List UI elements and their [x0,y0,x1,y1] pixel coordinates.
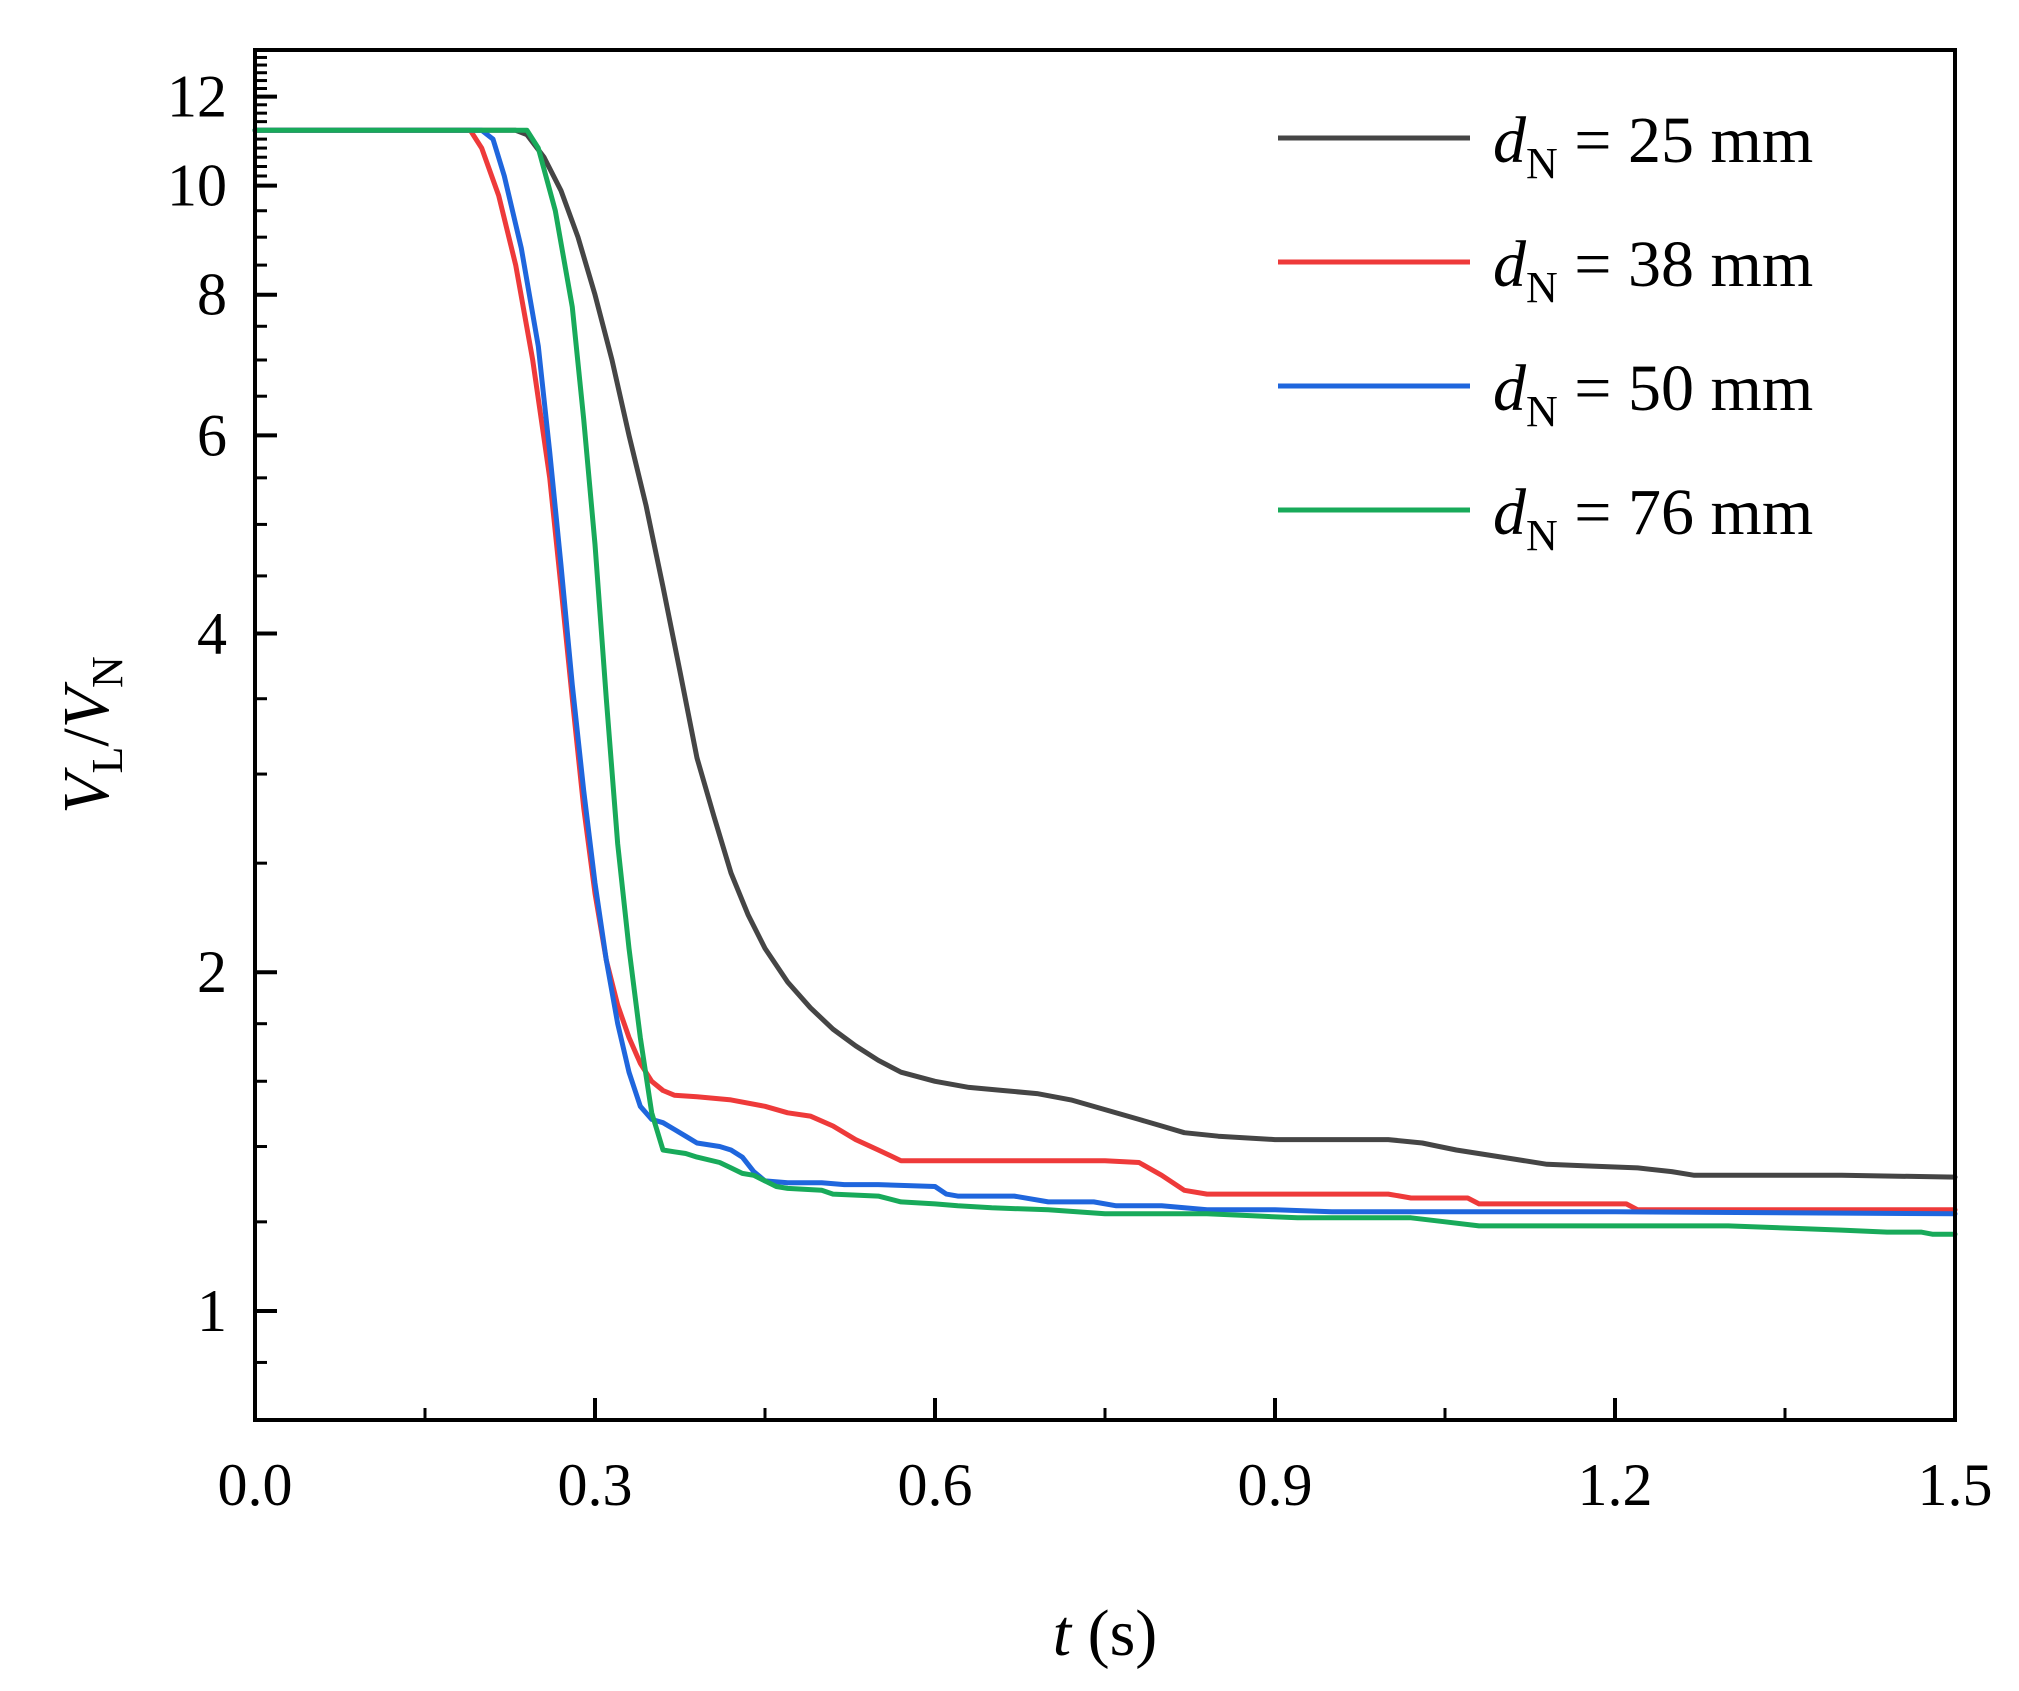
legend-label-value: 25 mm [1628,104,1813,177]
x-tick-label: 0.9 [1238,1452,1313,1518]
legend-label-var: d [1493,476,1527,549]
legend-entry-4: dN = 76 mm [1278,476,1813,560]
legend-label: dN = 25 mm [1493,104,1813,188]
series-line-4 [252,127,1958,1237]
y-tick-label: 12 [167,64,227,130]
legend-entry-1: dN = 25 mm [1278,104,1813,188]
x-tick-label: 0.6 [898,1452,973,1518]
legend-label-sub: N [1526,139,1558,188]
legend-label-sub: N [1526,263,1558,312]
legend-entry-3: dN = 50 mm [1278,352,1813,436]
series-line-3 [252,127,1958,1217]
plot-frame [253,48,1957,1422]
y-tick-label: 1 [197,1278,227,1344]
x-tick-label: 1.5 [1918,1452,1993,1518]
series-layer [252,127,1958,1237]
legend-label-var: d [1493,228,1527,301]
x-axis-unit: (s) [1071,1597,1157,1670]
y-tick-label: 8 [197,262,227,328]
legend-entry-2: dN = 38 mm [1278,228,1813,312]
series-line-1 [252,127,1958,1180]
legend-label: dN = 38 mm [1493,228,1813,312]
legend-label-value: 50 mm [1628,352,1813,425]
y-axis-slash: / [50,728,123,747]
x-axis-variable: t [1053,1597,1073,1670]
legend-label-eq: = [1558,352,1628,425]
y-axis-var2: V [50,681,123,728]
x-tick-label: 0.3 [558,1452,633,1518]
y-tick-label: 10 [167,153,227,219]
legend-label-eq: = [1558,104,1628,177]
x-axis-title: t (s) [1053,1597,1158,1670]
axis-titles: t (s)VL/VN [50,656,1157,1670]
legend-label-eq: = [1558,228,1628,301]
legend-label-eq: = [1558,476,1628,549]
y-tick-label: 4 [197,600,227,666]
legend-label-value: 38 mm [1628,228,1813,301]
legend-label-sub: N [1526,387,1558,436]
legend-label-sub: N [1526,511,1558,560]
x-tick-label: 1.2 [1578,1452,1653,1518]
legend-label-value: 76 mm [1628,476,1813,549]
y-axis-sub1: L [83,747,132,774]
y-axis-title: VL/VN [50,656,132,814]
legend-label: dN = 50 mm [1493,352,1813,436]
legend-label-var: d [1493,352,1527,425]
x-tick-label: 0.0 [218,1452,293,1518]
legend-label-var: d [1493,104,1527,177]
y-tick-label: 2 [197,939,227,1005]
y-axis-var1: V [50,767,123,814]
y-tick-label: 6 [197,402,227,468]
legend-label: dN = 76 mm [1493,476,1813,560]
y-axis-sub2: N [83,656,132,688]
